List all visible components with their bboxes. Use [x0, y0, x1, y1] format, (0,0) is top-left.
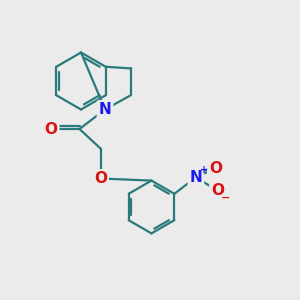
Text: −: − — [221, 192, 231, 203]
Text: O: O — [94, 171, 107, 186]
Text: N: N — [190, 170, 202, 185]
Text: O: O — [44, 122, 58, 136]
Text: O: O — [209, 161, 222, 176]
Text: +: + — [200, 165, 208, 175]
Text: N: N — [99, 102, 111, 117]
Text: O: O — [211, 183, 224, 198]
